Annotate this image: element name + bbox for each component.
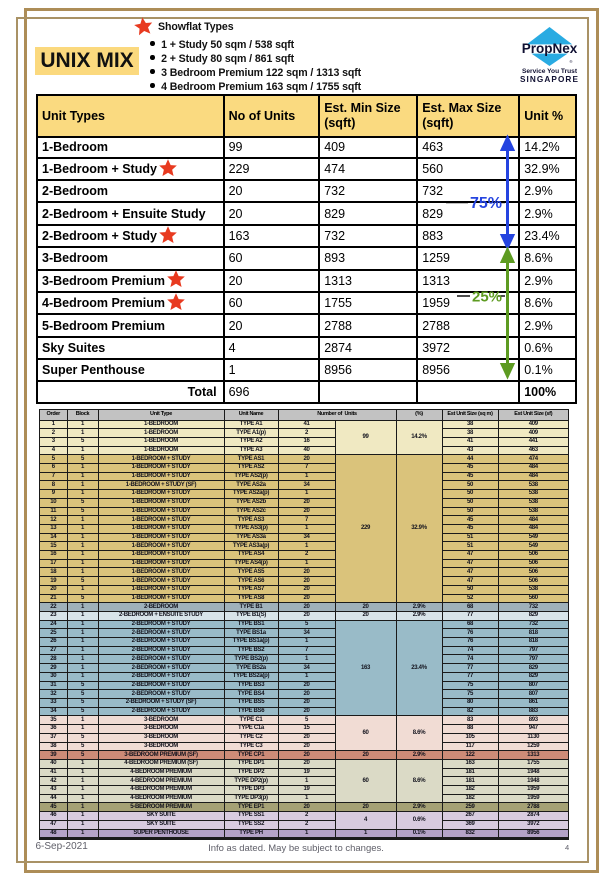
svg-text:PropNex: PropNex (522, 41, 578, 56)
svg-text:SINGAPORE: SINGAPORE (520, 75, 579, 84)
svg-text:Service You Trust: Service You Trust (522, 68, 578, 75)
svg-text:®: ® (570, 59, 573, 64)
